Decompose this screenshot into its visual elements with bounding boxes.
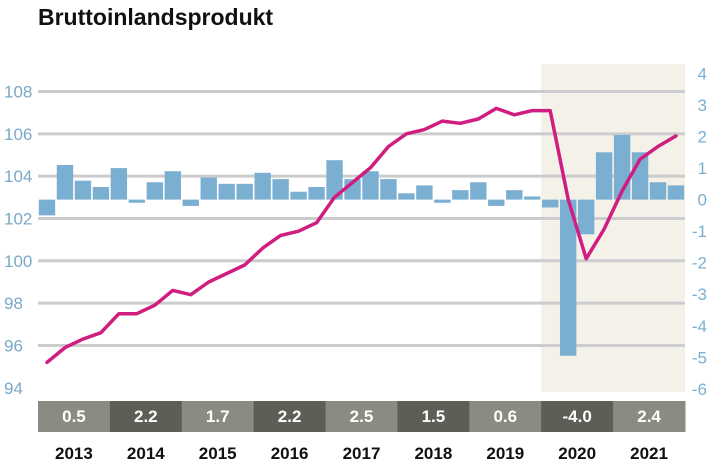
left-tick-label: 96 bbox=[4, 336, 23, 355]
growth-bar bbox=[667, 185, 685, 200]
growth-bar bbox=[559, 199, 577, 356]
annual-growth-label: 2.4 bbox=[637, 407, 661, 426]
year-label: 2021 bbox=[630, 444, 668, 463]
year-label: 2020 bbox=[558, 444, 596, 463]
year-label: 2019 bbox=[486, 444, 524, 463]
annual-growth-label: 1.5 bbox=[422, 407, 446, 426]
right-axis: -6 -5 -4 -3 -2 -1 0 1 2 3 4 bbox=[692, 64, 707, 398]
annual-growth-label: 1.7 bbox=[206, 407, 230, 426]
growth-bar bbox=[542, 199, 559, 208]
annual-growth-label: 0.6 bbox=[493, 407, 517, 426]
right-tick-label: 1 bbox=[698, 159, 707, 178]
growth-band-cell bbox=[325, 401, 398, 432]
gridlines bbox=[38, 90, 685, 347]
growth-band-cell bbox=[397, 401, 470, 432]
growth-bar bbox=[92, 187, 110, 200]
chart-title: Bruttoinlandsprodukt bbox=[38, 4, 274, 30]
year-label: 2015 bbox=[199, 444, 237, 463]
growth-band-cell bbox=[253, 401, 327, 432]
growth-band-cell bbox=[613, 401, 686, 432]
growth-bar bbox=[434, 199, 451, 203]
growth-bar bbox=[218, 183, 235, 200]
year-label: 2017 bbox=[343, 444, 381, 463]
growth-band-cell bbox=[469, 401, 542, 432]
annual-growth-label: -4.0 bbox=[563, 407, 592, 426]
growth-bar bbox=[56, 164, 74, 200]
left-tick-label: 102 bbox=[4, 209, 32, 228]
growth-bar bbox=[577, 199, 595, 235]
growth-band-cell bbox=[181, 401, 255, 432]
annual-growth-label: 2.5 bbox=[350, 407, 374, 426]
growth-bar bbox=[272, 179, 289, 200]
growth-bar bbox=[524, 196, 541, 200]
growth-bar bbox=[164, 171, 181, 200]
growth-bar bbox=[416, 185, 433, 200]
year-label: 2018 bbox=[414, 444, 452, 463]
right-tick-label: -3 bbox=[692, 285, 707, 304]
growth-bar bbox=[649, 182, 667, 200]
year-label: 2016 bbox=[271, 444, 309, 463]
growth-bar bbox=[362, 171, 379, 200]
gdp-level-line bbox=[45, 106, 678, 365]
right-tick-label: 4 bbox=[698, 64, 707, 83]
growth-bar bbox=[308, 187, 325, 200]
growth-bar bbox=[200, 177, 217, 200]
left-tick-label: 104 bbox=[4, 167, 32, 186]
growth-bar bbox=[452, 190, 469, 200]
growth-bar bbox=[326, 160, 343, 200]
right-tick-label: -2 bbox=[692, 254, 707, 273]
growth-band-cell bbox=[541, 401, 614, 432]
growth-bar bbox=[470, 182, 487, 200]
left-tick-label: 100 bbox=[4, 252, 32, 271]
right-tick-label: 0 bbox=[698, 191, 707, 210]
growth-bar bbox=[110, 168, 128, 200]
right-tick-label: -6 bbox=[692, 380, 707, 399]
year-label: 2014 bbox=[127, 444, 165, 463]
growth-bar bbox=[38, 199, 56, 216]
year-label: 2013 bbox=[55, 444, 93, 463]
annual-growth-label: 0.5 bbox=[62, 407, 86, 426]
growth-bar bbox=[488, 199, 505, 206]
annual-growth-band: 0.5 2.2 1.7 2.2 2.5 1.5 0.6 -4.0 2.4 bbox=[38, 401, 686, 432]
growth-bar bbox=[254, 172, 271, 200]
left-axis: 94 96 98 100 102 104 106 108 bbox=[4, 83, 32, 398]
growth-band-cell bbox=[109, 401, 183, 432]
right-tick-label: -4 bbox=[692, 317, 707, 336]
growth-bar bbox=[380, 179, 397, 200]
left-tick-label: 94 bbox=[4, 379, 23, 398]
right-tick-label: 2 bbox=[698, 128, 707, 147]
growth-bar bbox=[398, 193, 415, 200]
growth-bar bbox=[182, 199, 199, 206]
growth-bar bbox=[290, 191, 307, 200]
right-tick-label: -1 bbox=[692, 222, 707, 241]
annual-growth-label: 2.2 bbox=[278, 407, 302, 426]
growth-bar bbox=[74, 180, 92, 200]
year-labels: 2013 2014 2015 2016 2017 2018 2019 2020 2021 bbox=[55, 444, 668, 463]
right-tick-label: 3 bbox=[698, 96, 707, 115]
growth-bar bbox=[146, 182, 164, 200]
left-tick-label: 98 bbox=[4, 294, 23, 313]
growth-bar bbox=[506, 190, 523, 200]
left-tick-label: 108 bbox=[4, 83, 32, 102]
growth-bar bbox=[595, 152, 613, 200]
growth-bar bbox=[236, 183, 253, 200]
gdp-level-line-layer bbox=[45, 106, 678, 365]
right-tick-label: -5 bbox=[692, 348, 707, 367]
growth-band-cell bbox=[38, 401, 111, 432]
growth-bar bbox=[128, 199, 146, 203]
annual-growth-label: 2.2 bbox=[134, 407, 158, 426]
left-tick-label: 106 bbox=[4, 125, 32, 144]
